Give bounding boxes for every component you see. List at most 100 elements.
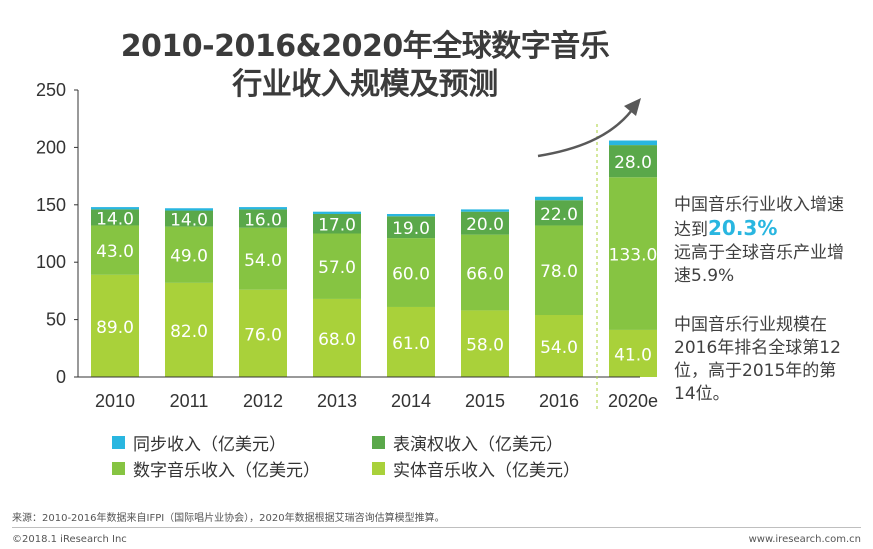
bar-segment — [313, 233, 361, 299]
legend-label: 实体音乐收入（亿美元） — [393, 461, 580, 481]
bar-segment — [609, 177, 657, 330]
y-tick-label: 100 — [36, 252, 66, 272]
bar-segment — [535, 196, 583, 201]
bar-segment — [91, 225, 139, 275]
data-label: 14.0 — [96, 209, 134, 229]
trend-arrow-head — [624, 98, 641, 116]
chart-title-line-2: 行业收入规模及预测 — [232, 67, 498, 102]
legend-item: 同步收入（亿美元） — [112, 430, 286, 455]
x-tick-label: 2013 — [317, 391, 357, 411]
bar-segment — [313, 298, 361, 377]
chart-title: 2010-2016&2020年全球数字音乐 行业收入规模及预测 — [60, 28, 670, 104]
rank-annotation: 中国音乐行业规模在 2016年排名全球第12 位，高于2015年的第 14位。 — [674, 314, 873, 406]
data-label: 57.0 — [318, 258, 356, 278]
growth-line-4: 速5.9% — [674, 266, 735, 286]
y-tick-label: 250 — [36, 80, 66, 100]
source-note: 来源：2010-2016年数据来自IFPI（国际唱片业协会），2020年数据根据… — [12, 513, 445, 524]
bar-segment — [239, 227, 287, 290]
bar-segment — [609, 140, 657, 146]
legend-swatch — [112, 462, 125, 475]
chart-title-line-1: 2010-2016&2020年全球数字音乐 — [120, 29, 610, 64]
legend-item: 实体音乐收入（亿美元） — [372, 456, 580, 481]
data-label: 28.0 — [614, 153, 652, 173]
legend-swatch — [372, 436, 385, 449]
y-tick-label: 150 — [36, 195, 66, 215]
data-label: 76.0 — [244, 325, 282, 345]
y-tick-label: 0 — [56, 367, 66, 387]
x-tick-label: 2014 — [391, 391, 431, 411]
bar-segment — [535, 225, 583, 316]
growth-line-2: 达到20.3% — [674, 217, 873, 242]
bar-segment — [91, 207, 139, 210]
bar-segment — [239, 289, 287, 377]
bar-segment — [461, 209, 509, 212]
copyright: ©2018.1 iResearch Inc — [12, 534, 127, 545]
data-label: 43.0 — [96, 242, 134, 262]
data-label: 68.0 — [318, 330, 356, 350]
x-tick-label: 2010 — [95, 391, 135, 411]
data-label: 16.0 — [244, 211, 282, 231]
data-label: 54.0 — [244, 251, 282, 271]
data-label: 66.0 — [466, 265, 504, 285]
data-label: 133.0 — [609, 246, 658, 266]
data-label: 58.0 — [466, 336, 504, 356]
bar-segment — [91, 209, 139, 226]
bar-segment — [313, 213, 361, 234]
bar-segment — [461, 310, 509, 377]
bar-segment — [609, 329, 657, 377]
bar-segment — [387, 213, 435, 217]
bar-segment — [239, 209, 287, 228]
bar-segment — [609, 145, 657, 178]
growth-annotation: 中国音乐行业收入增速 达到20.3% 远高于全球音乐产业增 速5.9% — [674, 194, 873, 288]
data-label: 60.0 — [392, 265, 430, 285]
data-label: 82.0 — [170, 322, 208, 342]
bar-segment — [165, 208, 213, 211]
legend-label: 数字音乐收入（亿美元） — [133, 461, 320, 481]
data-label: 17.0 — [318, 216, 356, 236]
growth-value: 20.3% — [708, 216, 778, 240]
data-label: 89.0 — [96, 318, 134, 338]
x-tick-label: 2015 — [465, 391, 505, 411]
trend-arrow-line — [537, 109, 633, 158]
rank-line-2: 2016年排名全球第12 — [674, 338, 841, 358]
y-tick-label: 200 — [36, 137, 66, 157]
data-label: 22.0 — [540, 205, 578, 225]
data-label: 19.0 — [392, 219, 430, 239]
x-tick-label: 2020e — [608, 391, 658, 411]
data-label: 78.0 — [540, 262, 578, 282]
bar-segment — [387, 306, 435, 377]
legend-swatch — [372, 462, 385, 475]
growth-prefix: 达到 — [674, 220, 708, 240]
website: www.iresearch.com.cn — [748, 534, 861, 545]
data-label: 61.0 — [392, 334, 430, 354]
y-tick-label: 50 — [46, 310, 66, 330]
footer-divider — [12, 527, 861, 528]
bar-segment — [91, 274, 139, 377]
rank-line-3: 位，高于2015年的第 — [674, 361, 837, 381]
data-label: 20.0 — [466, 215, 504, 235]
rank-line-4: 14位。 — [674, 384, 730, 404]
bar-segment — [165, 282, 213, 377]
legend-label: 表演权收入（亿美元） — [393, 435, 563, 455]
legend-swatch — [112, 436, 125, 449]
bar-segment — [387, 216, 435, 239]
x-tick-label: 2011 — [170, 391, 209, 411]
bar-segment — [239, 207, 287, 210]
growth-line-3: 远高于全球音乐产业增 — [674, 243, 844, 263]
legend-label: 同步收入（亿美元） — [133, 435, 286, 455]
bar-segment — [387, 238, 435, 307]
bar-segment — [165, 210, 213, 227]
data-label: 54.0 — [540, 338, 578, 358]
legend-item: 表演权收入（亿美元） — [372, 430, 563, 455]
x-tick-label: 2012 — [243, 391, 283, 411]
bar-segment — [535, 315, 583, 377]
bar-segment — [165, 226, 213, 283]
bar-segment — [461, 211, 509, 235]
bar-segment — [461, 234, 509, 311]
bar-segment — [535, 200, 583, 226]
bar-segment — [313, 211, 361, 214]
x-tick-label: 2016 — [539, 391, 579, 411]
legend-item: 数字音乐收入（亿美元） — [112, 456, 320, 481]
data-label: 14.0 — [170, 211, 208, 231]
growth-line-1: 中国音乐行业收入增速 — [674, 195, 844, 215]
